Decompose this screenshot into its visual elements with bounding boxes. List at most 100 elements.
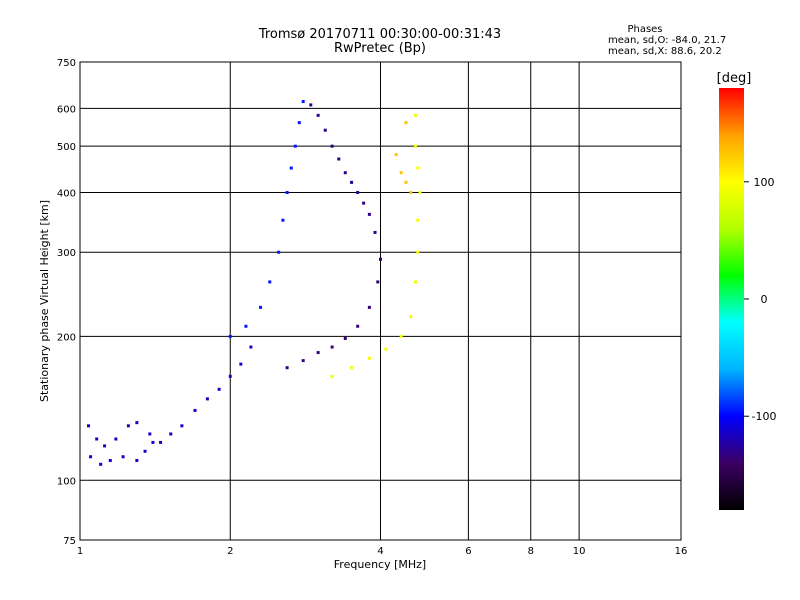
scatter-point (297, 121, 301, 125)
scatter-point (413, 280, 417, 284)
scatter-point (301, 100, 305, 104)
scatter-point (418, 190, 422, 194)
colorbar-gradient (719, 88, 744, 510)
scatter-point (95, 437, 99, 441)
scatter-point (205, 397, 209, 401)
colorbar-tick-label: -100 (752, 410, 777, 423)
scatter-point (268, 280, 272, 284)
plot-area (79, 61, 682, 541)
x-tick-label: 8 (528, 546, 534, 557)
scatter-point (413, 113, 417, 117)
y-tick-label: 400 (57, 188, 76, 199)
scatter-point (277, 250, 281, 254)
y-tick-label: 200 (57, 332, 76, 343)
scatter-point (180, 424, 184, 428)
scatter-point (384, 347, 388, 351)
y-tick-label: 100 (57, 476, 76, 487)
scatter-point (404, 121, 408, 125)
chart-subtitle: RwPretec (Bp) (334, 41, 426, 56)
scatter-point (373, 230, 377, 234)
y-tick-label: 300 (57, 248, 76, 259)
x-axis-label: Frequency [MHz] (334, 558, 426, 571)
scatter-point (343, 336, 347, 340)
y-axis-label: Stationary phase Virtual Height [km] (38, 200, 51, 402)
scatter-point (89, 455, 93, 459)
scatter-point (193, 408, 197, 412)
scatter-point (285, 366, 289, 370)
colorbar-tick-label: 100 (754, 176, 775, 189)
scatter-point (330, 345, 334, 349)
scatter-point (416, 218, 420, 222)
scatter-point (316, 351, 320, 355)
scatter-points (87, 100, 422, 466)
scatter-point (350, 366, 354, 370)
x-tick-label: 6 (465, 546, 471, 557)
y-tick-label: 600 (57, 104, 76, 115)
phases-heading: Phases (627, 24, 662, 35)
scatter-point (239, 362, 243, 366)
x-tick-label: 10 (573, 546, 586, 557)
y-axis: 75 100 200 300 400 500 600 750 (57, 58, 76, 547)
scatter-point (337, 157, 341, 161)
scatter-point (367, 356, 371, 360)
scatter-point (394, 153, 398, 157)
scatter-point (228, 374, 232, 378)
y-tick-label: 500 (57, 142, 76, 153)
scatter-point (379, 257, 382, 261)
scatter-point (126, 424, 130, 428)
colorbar: [deg] 100 0 -100 (717, 71, 776, 510)
scatter-point (228, 334, 232, 338)
scatter-point (301, 359, 305, 363)
scatter-point (409, 315, 413, 319)
scatter-point (409, 190, 413, 194)
scatter-point (135, 421, 139, 425)
scatter-point (99, 462, 103, 466)
scatter-point (244, 324, 248, 328)
scatter-point (293, 144, 297, 148)
scatter-point (285, 190, 289, 194)
grid-lines (80, 62, 681, 540)
scatter-point (367, 212, 371, 216)
phases-o-line: mean, sd,O: -84.0, 21.7 (608, 35, 726, 46)
x-tick-label: 2 (227, 546, 233, 557)
scatter-point (143, 449, 147, 453)
phases-x-line: mean, sd,X: 88.6, 20.2 (608, 46, 722, 57)
scatter-point (108, 458, 112, 462)
scatter-point (217, 387, 221, 391)
scatter-point (330, 374, 334, 378)
colorbar-ticks: 100 0 -100 (744, 176, 776, 423)
x-tick-label: 4 (377, 546, 383, 557)
scatter-point (367, 305, 371, 309)
scatter-point (135, 458, 139, 462)
scatter-point (249, 345, 253, 349)
scatter-point (259, 305, 263, 309)
scatter-point (151, 440, 155, 444)
scatter-point (413, 144, 417, 148)
scatter-point (114, 437, 118, 441)
scatter-point (323, 128, 327, 132)
scatter-point (103, 444, 107, 448)
scatter-point (416, 166, 420, 170)
scatter-point (362, 201, 366, 205)
scatter-point (404, 180, 408, 184)
scatter-point (350, 180, 354, 184)
scatter-point (121, 455, 125, 459)
x-tick-label: 1 (77, 546, 83, 557)
scatter-point (399, 334, 403, 338)
scatter-point (159, 440, 163, 444)
scatter-point (148, 432, 152, 436)
x-axis: 1 2 4 6 8 10 16 (77, 546, 688, 557)
scatter-point (343, 171, 347, 175)
scatter-point (87, 424, 91, 428)
x-tick-label: 16 (675, 546, 688, 557)
scatter-point (356, 190, 360, 194)
y-tick-label: 75 (63, 536, 76, 547)
scatter-point (309, 103, 313, 107)
scatter-point (416, 250, 420, 254)
scatter-point (330, 144, 334, 148)
colorbar-label: [deg] (717, 71, 752, 86)
scatter-point (316, 113, 320, 117)
scatter-point (281, 218, 285, 222)
scatter-point (289, 166, 293, 170)
